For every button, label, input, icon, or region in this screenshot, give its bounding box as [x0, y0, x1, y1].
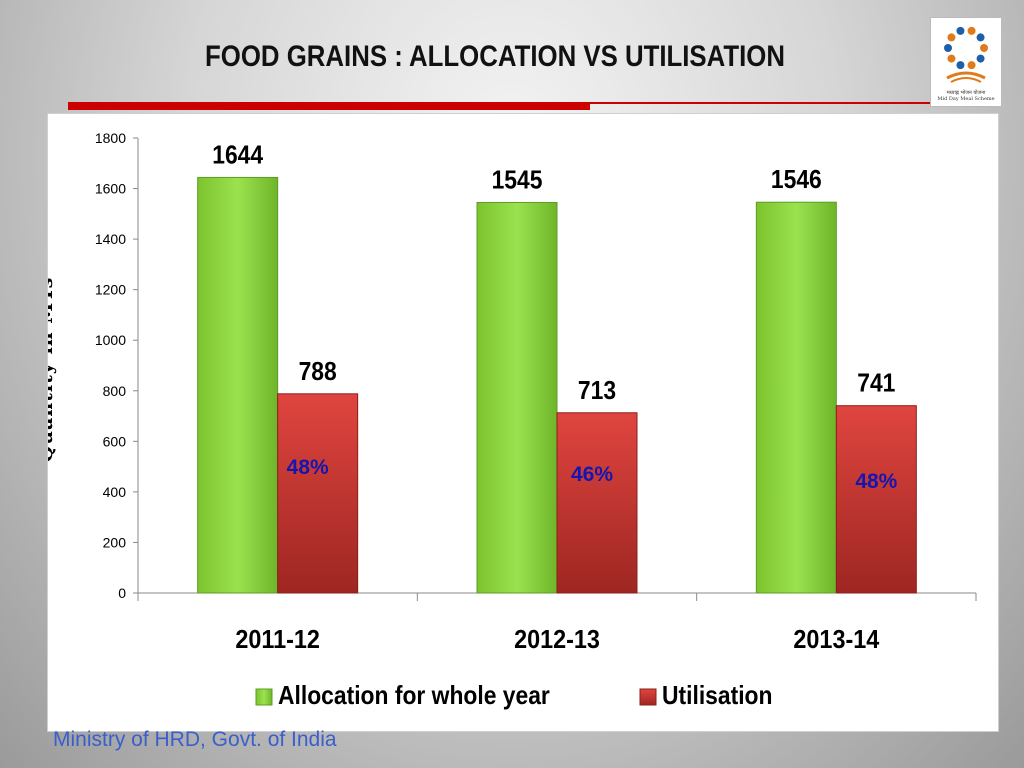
y-tick-label: 0 — [118, 585, 126, 601]
mid-day-meal-logo: मध्याह्न भोजन योजना Mid Day Meal Scheme — [930, 17, 1002, 107]
bar-allocation-for-whole-year-2013-14 — [755, 201, 837, 594]
legend-swatch — [255, 688, 273, 706]
bar-allocation-for-whole-year-2011-12 — [197, 176, 279, 594]
title-underline-thin — [590, 102, 935, 104]
y-tick-label: 1200 — [95, 282, 126, 298]
legend-label: Allocation for whole year — [278, 682, 550, 711]
mid-day-meal-logo-icon — [944, 26, 988, 83]
bar-utilisation-2012-13 — [556, 412, 638, 594]
utilisation-percent-annotation: 48% — [287, 456, 329, 479]
footer-ministry-text: Ministry of HRD, Govt. of India — [53, 728, 337, 751]
logo-caption: मध्याह्न भोजन योजना Mid Day Meal Scheme — [931, 90, 1001, 102]
x-category-label: 2012-13 — [514, 626, 600, 654]
data-label: 788 — [299, 358, 337, 387]
bar-chart: 0 200 400 600 800 1000 1200 1400 1600 1800 Quantit… — [48, 130, 977, 711]
y-tick-label: 400 — [103, 484, 127, 500]
y-axis-title: Quantity in MTs — [48, 277, 57, 463]
data-label: 1545 — [492, 166, 543, 195]
logo-caption-english: Mid Day Meal Scheme — [937, 96, 995, 102]
y-tick-label: 200 — [103, 534, 127, 550]
x-category-label: 2013-14 — [793, 626, 879, 654]
title-underline-accent — [68, 102, 590, 110]
data-label: 1546 — [771, 166, 822, 195]
utilisation-percent-annotation: 48% — [855, 470, 897, 493]
legend-label: Utilisation — [662, 682, 773, 711]
x-category-label: 2011-12 — [235, 626, 320, 654]
legend-swatch — [639, 688, 657, 706]
data-label: 741 — [857, 369, 895, 398]
slide-title: FOOD GRAINS : ALLOCATION VS UTILISATION — [204, 40, 785, 73]
bar-utilisation-2013-14 — [835, 405, 917, 594]
utilisation-percent-annotation: 46% — [571, 463, 613, 486]
y-tick-label: 1400 — [95, 231, 126, 247]
y-tick-label: 1600 — [95, 181, 126, 197]
y-tick-label: 1000 — [95, 332, 126, 348]
y-tick-label: 1800 — [95, 130, 126, 146]
bar-utilisation-2011-12 — [277, 393, 359, 594]
y-tick-label: 800 — [103, 383, 127, 399]
data-label: 713 — [578, 376, 616, 405]
data-label: 1644 — [212, 141, 263, 170]
bar-allocation-for-whole-year-2012-13 — [476, 201, 558, 594]
logo-caption-hindi: मध्याह्न भोजन योजना — [946, 90, 986, 96]
chart-panel: 0 200 400 600 800 1000 1200 1400 1600 1800 Quantit… — [47, 113, 999, 732]
y-tick-label: 600 — [103, 433, 127, 449]
